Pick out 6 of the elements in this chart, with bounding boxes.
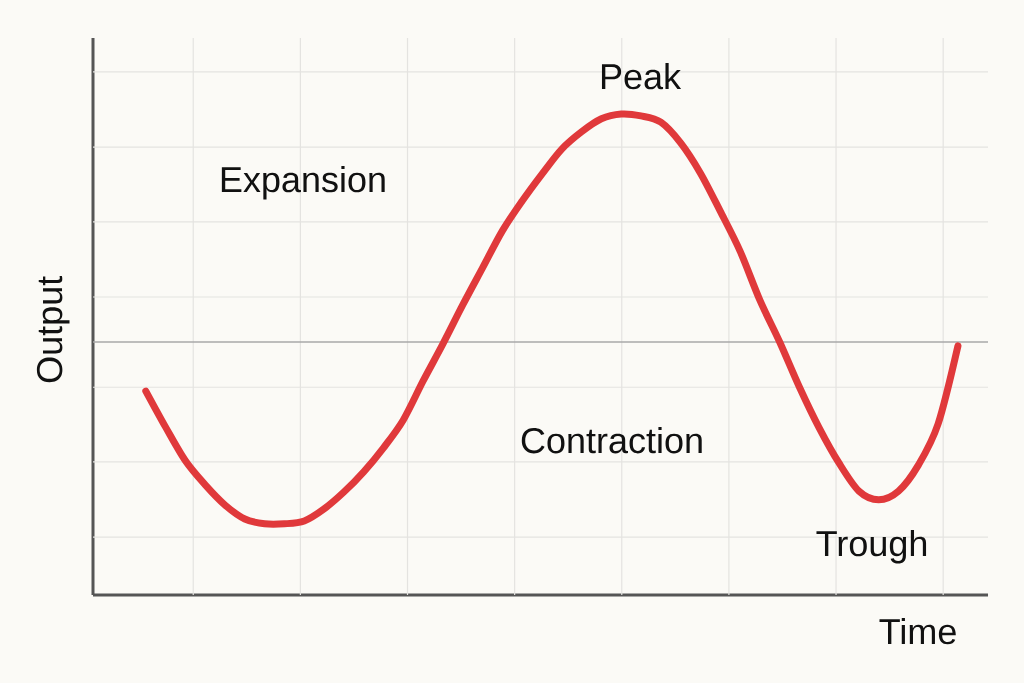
x-axis-title: Time	[879, 617, 956, 645]
y-axis-title: Output	[36, 276, 70, 383]
text: Peak	[601, 62, 682, 90]
annotation: Trough	[816, 529, 927, 564]
annotation: Expansion	[221, 165, 385, 200]
annotation: Contraction	[521, 426, 702, 454]
